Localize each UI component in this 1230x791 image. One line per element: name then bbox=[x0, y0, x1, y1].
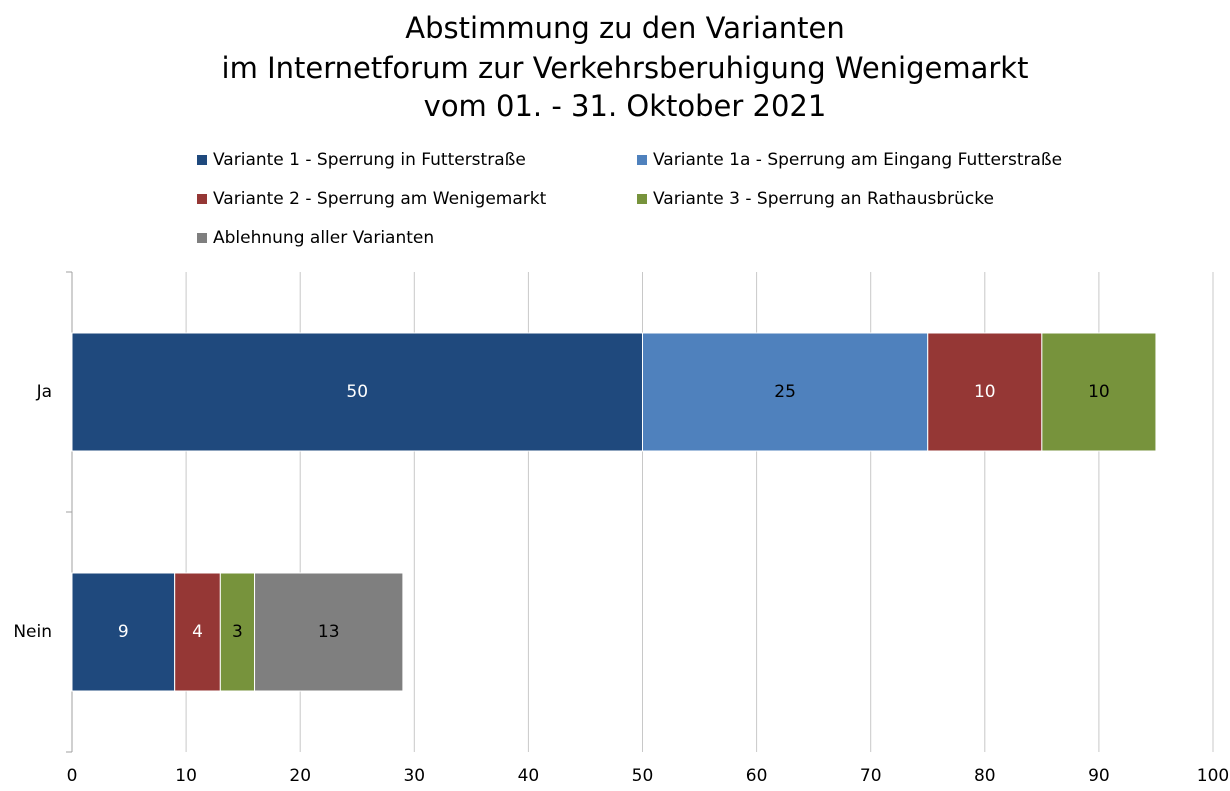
legend-label: Ablehnung aller Varianten bbox=[213, 228, 434, 248]
data-label: 10 bbox=[974, 382, 996, 402]
chart-title: im Internetforum zur Verkehrsberuhigung … bbox=[222, 51, 1029, 85]
data-label: 3 bbox=[232, 622, 243, 642]
x-tick-label: 80 bbox=[974, 766, 996, 786]
bar-segment bbox=[219, 572, 256, 692]
y-tick-label: Ja bbox=[36, 382, 52, 402]
legend-swatch bbox=[197, 155, 207, 165]
x-tick-label: 50 bbox=[632, 766, 654, 786]
data-label: 13 bbox=[318, 622, 340, 642]
legend-swatch bbox=[197, 233, 207, 243]
bar-segment bbox=[174, 572, 221, 692]
x-tick-label: 70 bbox=[860, 766, 882, 786]
bar-segment bbox=[254, 572, 404, 692]
x-tick-label: 60 bbox=[746, 766, 768, 786]
bar-segment bbox=[1041, 332, 1157, 452]
legend-label: Variante 1a - Sperrung am Eingang Futter… bbox=[653, 150, 1062, 170]
y-tick-label: Nein bbox=[13, 622, 52, 642]
x-tick-label: 100 bbox=[1197, 766, 1229, 786]
chart-title: vom 01. - 31. Oktober 2021 bbox=[424, 89, 827, 123]
legend-label: Variante 2 - Sperrung am Wenigemarkt bbox=[213, 189, 547, 209]
data-label: 4 bbox=[192, 622, 203, 642]
x-tick-label: 10 bbox=[175, 766, 197, 786]
x-tick-label: 90 bbox=[1088, 766, 1110, 786]
x-tick-label: 40 bbox=[518, 766, 540, 786]
legend-swatch bbox=[637, 155, 647, 165]
x-tick-label: 0 bbox=[67, 766, 78, 786]
x-tick-label: 20 bbox=[289, 766, 311, 786]
bar-segment bbox=[71, 572, 176, 692]
legend-label: Variante 3 - Sperrung an Rathausbrücke bbox=[653, 189, 994, 209]
chart-title: Abstimmung zu den Varianten bbox=[405, 11, 844, 45]
legend-label: Variante 1 - Sperrung in Futterstraße bbox=[213, 150, 526, 170]
data-label: 25 bbox=[774, 382, 796, 402]
legend-swatch bbox=[637, 194, 647, 204]
legend-swatch bbox=[197, 194, 207, 204]
data-label: 9 bbox=[118, 622, 129, 642]
bar-segment bbox=[927, 332, 1043, 452]
x-tick-label: 30 bbox=[403, 766, 425, 786]
data-label: 50 bbox=[346, 382, 368, 402]
data-label: 10 bbox=[1088, 382, 1110, 402]
bar-segment bbox=[71, 332, 643, 452]
